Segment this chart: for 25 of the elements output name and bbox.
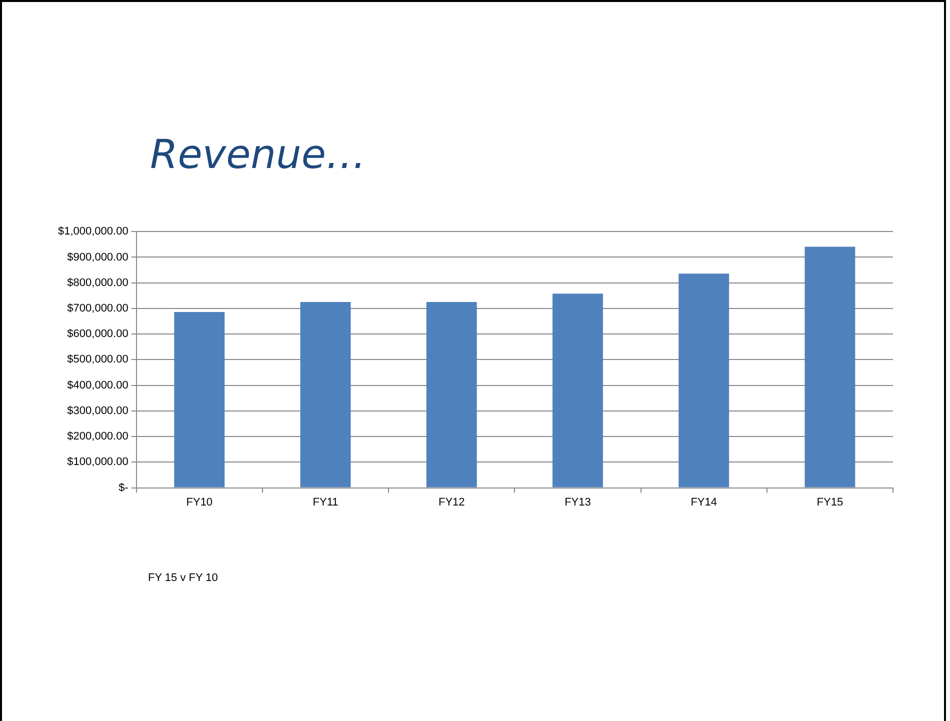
x-tick-label: FY10 bbox=[186, 496, 213, 508]
x-tick-label: FY15 bbox=[816, 496, 844, 508]
y-tick-label: $800,000.00 bbox=[67, 276, 128, 289]
bar bbox=[804, 246, 856, 488]
y-tick-label: $900,000.00 bbox=[67, 251, 128, 264]
x-tick-label: FY11 bbox=[312, 496, 338, 508]
bar bbox=[426, 302, 477, 488]
chart-title: Revenue… bbox=[150, 132, 366, 178]
y-tick-label: $1,000,000.00 bbox=[58, 226, 128, 238]
bar bbox=[678, 274, 730, 488]
y-tick-label: $- bbox=[118, 482, 129, 494]
x-tick-label: FY13 bbox=[564, 496, 591, 508]
bar bbox=[174, 312, 225, 488]
y-tick-label: $100,000.00 bbox=[67, 456, 128, 468]
y-tick-label: $600,000.00 bbox=[67, 328, 128, 340]
y-tick-label: $500,000.00 bbox=[67, 354, 128, 366]
y-tick-label: $700,000.00 bbox=[67, 302, 128, 314]
x-tick-label: FY12 bbox=[438, 496, 465, 508]
y-tick-label: $200,000.00 bbox=[67, 430, 128, 443]
x-tick-label: FY14 bbox=[690, 496, 717, 508]
bar bbox=[552, 294, 603, 488]
text: FY 15 v FY 10 bbox=[148, 572, 218, 584]
bar bbox=[300, 302, 351, 488]
y-tick-label: $300,000.00 bbox=[67, 404, 128, 417]
y-tick-label: $400,000.00 bbox=[67, 379, 128, 392]
